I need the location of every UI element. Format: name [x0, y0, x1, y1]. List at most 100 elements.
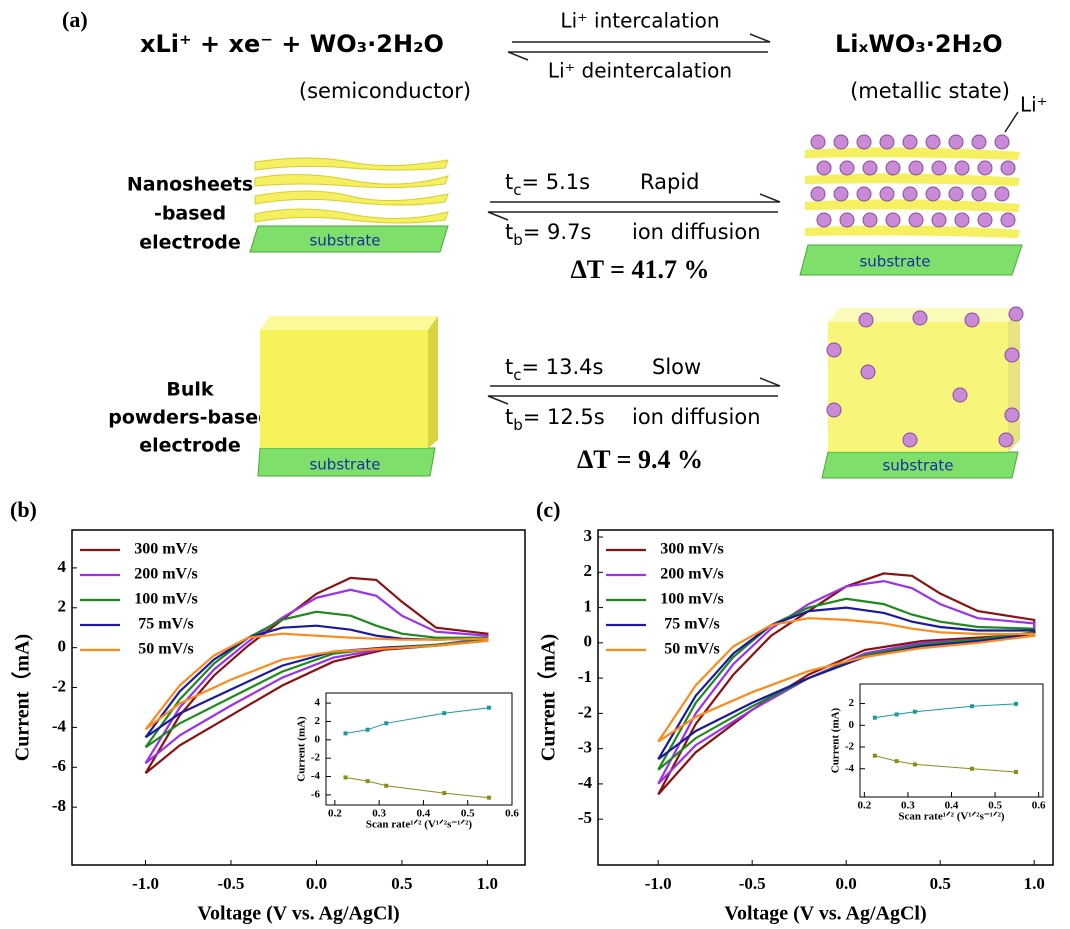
data-point	[895, 712, 899, 716]
data-point	[913, 710, 917, 714]
y-tick-label: 1	[584, 596, 593, 615]
x-tick-label: 0.6	[1032, 800, 1046, 812]
legend-label: 50 mV/s	[664, 641, 720, 658]
y-tick-label: 0	[849, 719, 855, 731]
y-axis-label: Current (mA)	[830, 707, 842, 773]
data-point	[487, 706, 491, 710]
li-ion	[949, 187, 963, 201]
data-point	[343, 775, 347, 779]
li-ion	[863, 213, 877, 227]
backward-label: Li⁺ deintercalation	[548, 59, 732, 83]
li-ion	[834, 187, 848, 201]
data-point	[1014, 702, 1018, 706]
y-tick-label: -2	[52, 676, 66, 695]
diffusion-label: ion diffusion	[632, 220, 761, 244]
reactant: xLi⁺ + xe⁻ + WO₃·2H₂O	[140, 30, 444, 58]
row-label: -based	[154, 203, 226, 225]
tb-sub: b	[513, 231, 523, 249]
x-axis-label: Scan rate¹ᐟ² (V¹ᐟ²s⁻¹ᐟ²)	[898, 811, 1004, 823]
data-point	[970, 767, 974, 771]
substrate-label: substrate	[309, 456, 380, 474]
legend-label: 50 mV/s	[138, 641, 194, 658]
row-label: electrode	[139, 435, 241, 457]
li-ion	[859, 313, 873, 327]
li-ion	[1005, 348, 1019, 362]
li-ion	[955, 213, 969, 227]
data-point	[384, 784, 388, 788]
li-ion	[834, 135, 848, 149]
y-tick-label: 0	[315, 733, 321, 745]
data-point	[913, 762, 917, 766]
li-ion	[1005, 408, 1019, 422]
legend-label: 300 mV/s	[660, 541, 724, 558]
y-tick-label: -3	[578, 738, 592, 757]
li-ion	[903, 135, 917, 149]
li-ion	[972, 187, 986, 201]
y-tick-label: -4	[845, 762, 855, 774]
li-ion	[909, 213, 923, 227]
data-point	[873, 754, 877, 758]
row-label: Bulk	[166, 379, 214, 401]
x-tick-label: 0.2	[857, 800, 871, 812]
tb-symbol: t	[505, 220, 513, 244]
y-axis-label: Current（mA)	[11, 634, 34, 761]
legend-label: 200 mV/s	[660, 566, 724, 583]
li-ion	[978, 161, 992, 175]
data-point	[442, 791, 446, 795]
li-ion	[965, 313, 979, 327]
x-tick-label: 0.2	[328, 808, 342, 820]
delta-t: ΔT = 41.7 %	[571, 255, 710, 284]
speed-label: Slow	[652, 355, 701, 379]
x-tick-label: 0.5	[930, 874, 951, 893]
y-tick-label: -6	[311, 788, 321, 800]
data-point	[343, 731, 347, 735]
tc-symbol: t	[505, 355, 513, 379]
x-tick-label: 1.0	[477, 874, 498, 893]
equilibrium-arrow	[508, 34, 770, 60]
li-ion	[903, 433, 917, 447]
substrate-label: substrate	[859, 253, 930, 271]
tb-text: = 12.5s	[523, 405, 605, 429]
y-tick-label: -8	[52, 796, 66, 815]
tc-sub: c	[513, 181, 521, 199]
data-point	[487, 796, 491, 800]
li-ion	[880, 135, 894, 149]
data-point	[366, 728, 370, 732]
li-ion	[886, 213, 900, 227]
li-ion	[880, 187, 894, 201]
x-tick-label: -0.5	[739, 874, 766, 893]
legend-label: 300 mV/s	[134, 541, 198, 558]
y-axis-label: Current（mA)	[537, 634, 560, 761]
li-ion	[926, 187, 940, 201]
li-ion	[1001, 161, 1015, 175]
li-ion	[949, 135, 963, 149]
li-ion	[953, 388, 967, 402]
li-ion	[978, 213, 992, 227]
data-point	[384, 721, 388, 725]
substrate-label: substrate	[882, 457, 953, 475]
tc-symbol: t	[505, 170, 513, 194]
figure: (a) xLi⁺ + xe⁻ + WO₃·2H₂O (semiconductor…	[0, 0, 1070, 929]
equilibrium-arrow	[488, 194, 780, 220]
legend-label: 100 mV/s	[660, 591, 724, 608]
legend-label: 100 mV/s	[134, 591, 198, 608]
tb-label: tb= 12.5s	[505, 405, 605, 434]
plot-frame	[860, 684, 1043, 797]
y-tick-label: 2	[849, 697, 855, 709]
data-point	[1014, 770, 1018, 774]
li-ion	[1001, 213, 1015, 227]
li-ion	[932, 213, 946, 227]
x-tick-label: 0.0	[306, 874, 327, 893]
x-axis-label: Voltage (V vs. Ag/AgCl)	[724, 903, 926, 925]
product-state: (metallic state)	[850, 79, 1010, 103]
x-tick-label: 0.0	[836, 874, 857, 893]
diffusion-label: ion diffusion	[632, 405, 761, 429]
li-ion	[827, 343, 841, 357]
li-ion	[903, 187, 917, 201]
y-tick-label: -6	[52, 756, 66, 775]
plot-frame	[326, 693, 512, 805]
y-tick-label: -4	[578, 773, 593, 792]
speed-label: Rapid	[640, 170, 700, 194]
y-tick-label: -2	[845, 741, 855, 753]
data-point	[895, 759, 899, 763]
